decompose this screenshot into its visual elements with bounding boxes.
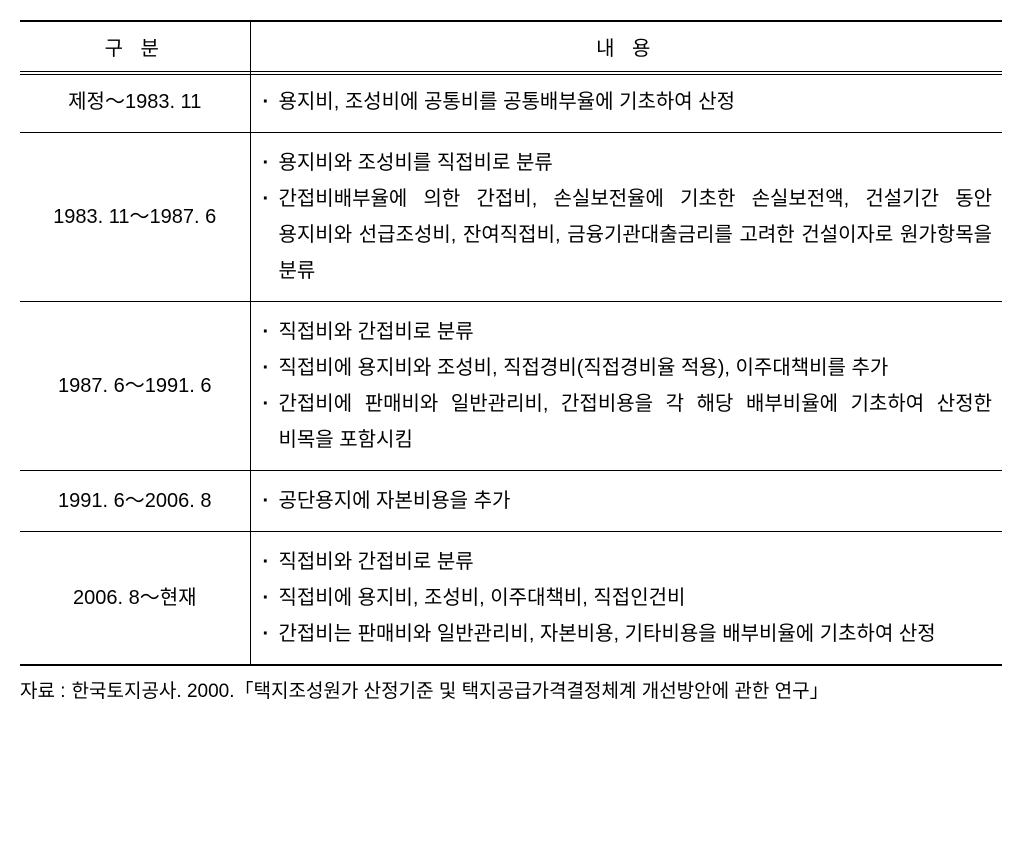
period-cell: 1991. 6～2006. 8 <box>20 471 250 532</box>
list-item: 용지비, 조성비에 공통비를 공통배부율에 기초하여 산정 <box>261 84 993 120</box>
content-cell: 직접비와 간접비로 분류 직접비에 용지비와 조성비, 직접경비(직접경비율 적… <box>250 302 1002 471</box>
list-item: 간접비에 판매비와 일반관리비, 간접비용을 각 해당 배부비율에 기초하여 산… <box>261 386 993 458</box>
table-body: 제정～1983. 11 용지비, 조성비에 공통비를 공통배부율에 기초하여 산… <box>20 72 1002 665</box>
list-item: 직접비에 용지비, 조성비, 이주대책비, 직접인건비 <box>261 580 993 616</box>
header-col-content: 내 용 <box>250 21 1002 72</box>
list-item: 직접비에 용지비와 조성비, 직접경비(직접경비율 적용), 이주대책비를 추가 <box>261 350 993 386</box>
period-cell: 2006. 8～현재 <box>20 532 250 666</box>
list-item: 간접비배부율에 의한 간접비, 손실보전율에 기초한 손실보전액, 건설기간 동… <box>261 181 993 289</box>
content-cell: 공단용지에 자본비용을 추가 <box>250 471 1002 532</box>
table-row: 1991. 6～2006. 8 공단용지에 자본비용을 추가 <box>20 471 1002 532</box>
table-row: 1987. 6～1991. 6 직접비와 간접비로 분류 직접비에 용지비와 조… <box>20 302 1002 471</box>
content-cell: 용지비와 조성비를 직접비로 분류 간접비배부율에 의한 간접비, 손실보전율에… <box>250 133 1002 302</box>
content-list: 용지비와 조성비를 직접비로 분류 간접비배부율에 의한 간접비, 손실보전율에… <box>261 145 993 289</box>
table-row: 제정～1983. 11 용지비, 조성비에 공통비를 공통배부율에 기초하여 산… <box>20 72 1002 133</box>
header-col-period: 구 분 <box>20 21 250 72</box>
footnote-label: 자료 : <box>20 676 66 708</box>
content-cell: 직접비와 간접비로 분류 직접비에 용지비, 조성비, 이주대책비, 직접인건비… <box>250 532 1002 666</box>
content-list: 용지비, 조성비에 공통비를 공통배부율에 기초하여 산정 <box>261 84 993 120</box>
list-item: 직접비와 간접비로 분류 <box>261 544 993 580</box>
period-cell: 1987. 6～1991. 6 <box>20 302 250 471</box>
list-item: 공단용지에 자본비용을 추가 <box>261 483 993 519</box>
table-row: 1983. 11～1987. 6 용지비와 조성비를 직접비로 분류 간접비배부… <box>20 133 1002 302</box>
content-list: 직접비와 간접비로 분류 직접비에 용지비, 조성비, 이주대책비, 직접인건비… <box>261 544 993 652</box>
main-table: 구 분 내 용 제정～1983. 11 용지비, 조성비에 공통비를 공통배부율… <box>20 20 1002 666</box>
content-list: 공단용지에 자본비용을 추가 <box>261 483 993 519</box>
period-cell: 1983. 11～1987. 6 <box>20 133 250 302</box>
header-row: 구 분 내 용 <box>20 21 1002 72</box>
period-cell: 제정～1983. 11 <box>20 72 250 133</box>
footnote-text: 한국토지공사. 2000.「택지조성원가 산정기준 및 택지공급가격결정체계 개… <box>72 676 829 708</box>
content-list: 직접비와 간접비로 분류 직접비에 용지비와 조성비, 직접경비(직접경비율 적… <box>261 314 993 458</box>
footnote: 자료 : 한국토지공사. 2000.「택지조성원가 산정기준 및 택지공급가격결… <box>20 676 1002 708</box>
content-cell: 용지비, 조성비에 공통비를 공통배부율에 기초하여 산정 <box>250 72 1002 133</box>
list-item: 간접비는 판매비와 일반관리비, 자본비용, 기타비용을 배부비율에 기초하여 … <box>261 616 993 652</box>
list-item: 직접비와 간접비로 분류 <box>261 314 993 350</box>
table-row: 2006. 8～현재 직접비와 간접비로 분류 직접비에 용지비, 조성비, 이… <box>20 532 1002 666</box>
list-item: 용지비와 조성비를 직접비로 분류 <box>261 145 993 181</box>
